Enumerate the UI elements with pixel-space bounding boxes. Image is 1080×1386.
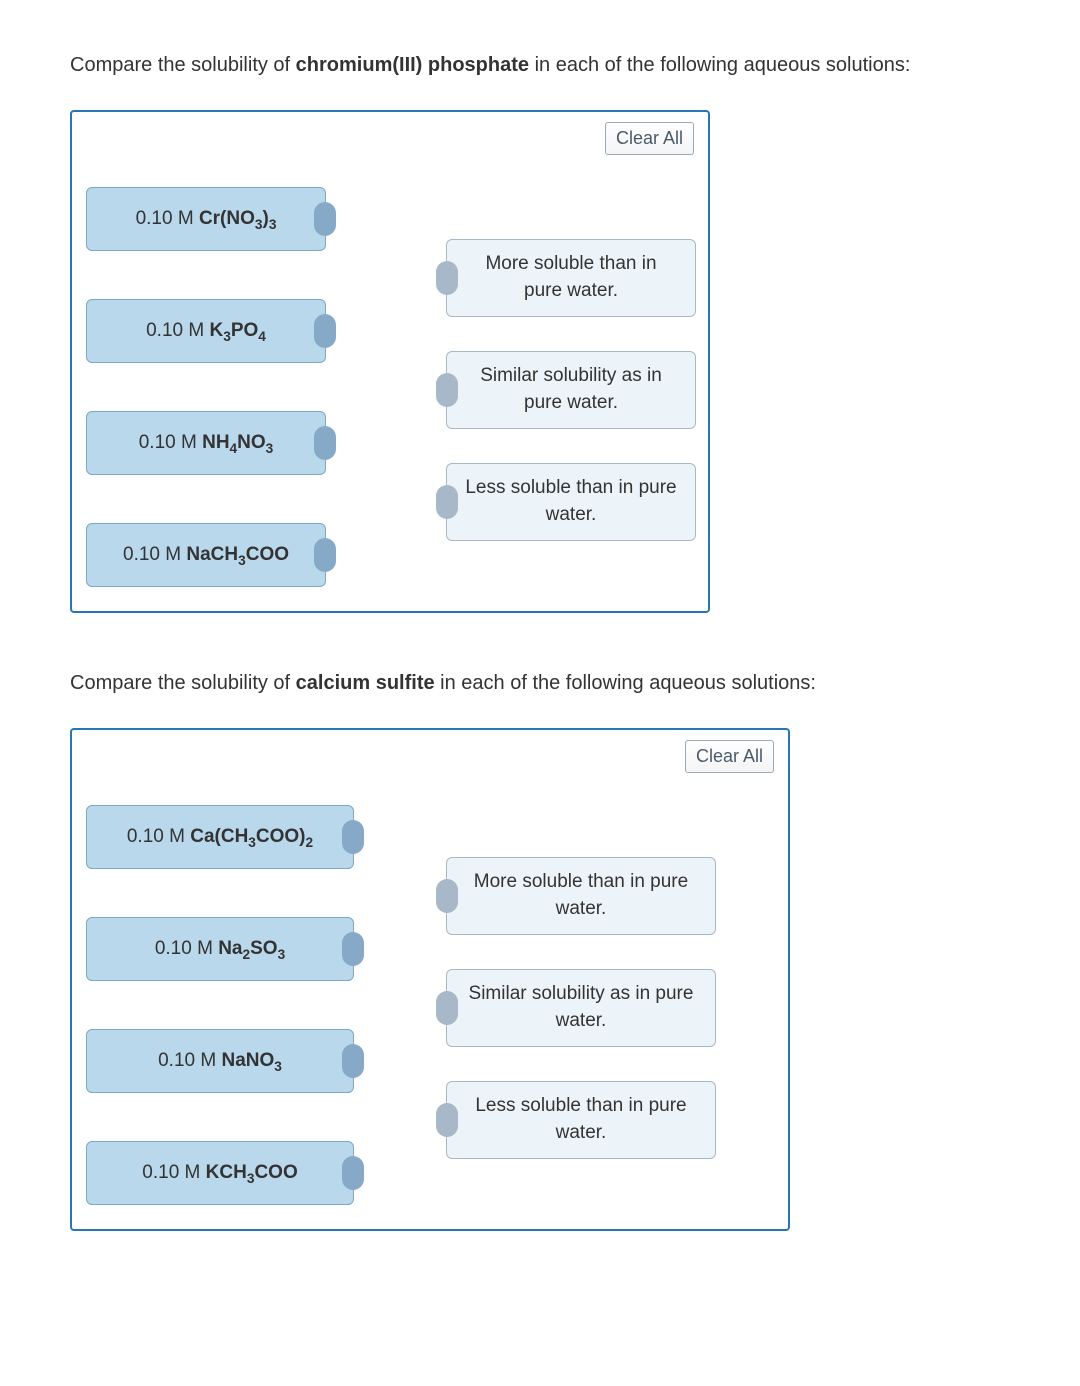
drag-handle-icon[interactable] bbox=[314, 538, 336, 572]
target-label: More soluble than in pure water. bbox=[465, 251, 677, 304]
q1-clear-button[interactable]: Clear All bbox=[605, 122, 694, 155]
target-label: Similar solubility as in pure water. bbox=[465, 363, 677, 416]
source-label: 0.10 M NaNO3 bbox=[158, 1050, 282, 1072]
q2-sources: 0.10 M Ca(CH3COO)2 0.10 M Na2SO3 0.10 M … bbox=[86, 805, 354, 1205]
source-label: 0.10 M K3PO4 bbox=[146, 320, 266, 342]
q1-clear-row: Clear All bbox=[72, 112, 708, 197]
q1-prompt-bold: chromium(III) phosphate bbox=[296, 54, 529, 76]
drag-handle-icon[interactable] bbox=[342, 1044, 364, 1078]
q2-target-more[interactable]: More soluble than in pure water. bbox=[446, 857, 716, 935]
q1-prompt-pre: Compare the solubility of bbox=[70, 54, 296, 76]
q1-prompt-post: in each of the following aqueous solutio… bbox=[529, 54, 910, 76]
drop-socket-icon bbox=[436, 879, 458, 913]
target-label: More soluble than in pure water. bbox=[465, 869, 697, 922]
source-label: 0.10 M Na2SO3 bbox=[155, 938, 285, 960]
source-label: 0.10 M NH4NO3 bbox=[139, 432, 274, 454]
target-label: Less soluble than in pure water. bbox=[465, 1093, 697, 1146]
q1-target-less[interactable]: Less soluble than in pure water. bbox=[446, 463, 696, 541]
drag-handle-icon[interactable] bbox=[342, 1156, 364, 1190]
drop-socket-icon bbox=[436, 373, 458, 407]
q2-targets: More soluble than in pure water. Similar… bbox=[446, 857, 716, 1159]
target-label: Less soluble than in pure water. bbox=[465, 475, 677, 528]
q2-clear-button[interactable]: Clear All bbox=[685, 740, 774, 773]
q2-box: Clear All 0.10 M Ca(CH3COO)2 0.10 M Na2S… bbox=[70, 728, 790, 1231]
q1-source-4[interactable]: 0.10 M NaCH3COO bbox=[86, 523, 326, 587]
drag-handle-icon[interactable] bbox=[314, 426, 336, 460]
source-label: 0.10 M KCH3COO bbox=[142, 1162, 297, 1184]
q2-target-less[interactable]: Less soluble than in pure water. bbox=[446, 1081, 716, 1159]
q1-content: 0.10 M Cr(NO3)3 0.10 M K3PO4 0.10 M NH4N… bbox=[72, 197, 708, 611]
drop-socket-icon bbox=[436, 991, 458, 1025]
q1-source-2[interactable]: 0.10 M K3PO4 bbox=[86, 299, 326, 363]
drag-handle-icon[interactable] bbox=[342, 932, 364, 966]
target-label: Similar solubility as in pure water. bbox=[465, 981, 697, 1034]
drag-handle-icon[interactable] bbox=[314, 202, 336, 236]
q2-prompt-pre: Compare the solubility of bbox=[70, 672, 296, 694]
q1-target-more[interactable]: More soluble than in pure water. bbox=[446, 239, 696, 317]
q2-content: 0.10 M Ca(CH3COO)2 0.10 M Na2SO3 0.10 M … bbox=[72, 815, 788, 1229]
drop-socket-icon bbox=[436, 1103, 458, 1137]
drop-socket-icon bbox=[436, 485, 458, 519]
q2-prompt-post: in each of the following aqueous solutio… bbox=[435, 672, 816, 694]
drag-handle-icon[interactable] bbox=[342, 820, 364, 854]
source-label: 0.10 M NaCH3COO bbox=[123, 544, 289, 566]
source-label: 0.10 M Ca(CH3COO)2 bbox=[127, 826, 313, 848]
q2-source-4[interactable]: 0.10 M KCH3COO bbox=[86, 1141, 354, 1205]
q2-target-similar[interactable]: Similar solubility as in pure water. bbox=[446, 969, 716, 1047]
q2-prompt: Compare the solubility of calcium sulfit… bbox=[70, 668, 1010, 698]
q1-box: Clear All 0.10 M Cr(NO3)3 0.10 M K3PO4 0… bbox=[70, 110, 710, 613]
q2-clear-row: Clear All bbox=[72, 730, 788, 815]
q2-source-2[interactable]: 0.10 M Na2SO3 bbox=[86, 917, 354, 981]
q1-source-3[interactable]: 0.10 M NH4NO3 bbox=[86, 411, 326, 475]
q2-source-1[interactable]: 0.10 M Ca(CH3COO)2 bbox=[86, 805, 354, 869]
drop-socket-icon bbox=[436, 261, 458, 295]
source-label: 0.10 M Cr(NO3)3 bbox=[136, 208, 277, 230]
q1-targets: More soluble than in pure water. Similar… bbox=[446, 239, 696, 541]
drag-handle-icon[interactable] bbox=[314, 314, 336, 348]
q1-target-similar[interactable]: Similar solubility as in pure water. bbox=[446, 351, 696, 429]
q2-prompt-bold: calcium sulfite bbox=[296, 672, 435, 694]
q1-source-1[interactable]: 0.10 M Cr(NO3)3 bbox=[86, 187, 326, 251]
q1-sources: 0.10 M Cr(NO3)3 0.10 M K3PO4 0.10 M NH4N… bbox=[86, 187, 326, 587]
q2-source-3[interactable]: 0.10 M NaNO3 bbox=[86, 1029, 354, 1093]
q1-prompt: Compare the solubility of chromium(III) … bbox=[70, 50, 1010, 80]
